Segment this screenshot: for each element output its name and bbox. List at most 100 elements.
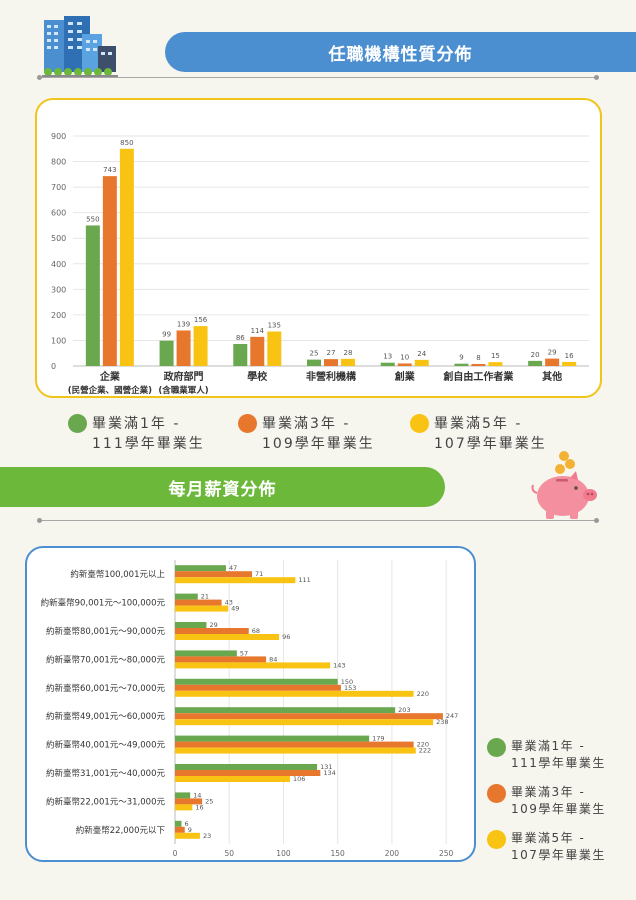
- x-tick-label: 200: [385, 849, 400, 858]
- x-tick-label: 非營利機構: [306, 370, 356, 383]
- data-label: 47: [229, 564, 237, 572]
- data-label: 57: [240, 649, 248, 657]
- legend-label: 畢業滿3年 -: [511, 785, 586, 799]
- legend-label: 畢業滿5年 -: [434, 416, 523, 432]
- legend-dot-5yr: [487, 830, 506, 849]
- legend-label: 畢業滿3年 -: [262, 416, 351, 432]
- data-label: 27: [327, 349, 336, 357]
- legend2-item-3yr: 畢業滿3年 - 109學年畢業生: [487, 784, 606, 818]
- data-label: 16: [195, 803, 203, 811]
- legend-dot-1yr: [487, 738, 506, 757]
- bar: [175, 719, 434, 726]
- x-tick-label: 企業: [99, 370, 121, 383]
- data-label: 131: [320, 763, 332, 771]
- bar: [414, 359, 429, 366]
- section-title-institution: 任職機構性質分佈: [165, 32, 636, 72]
- bar: [175, 764, 318, 770]
- data-label: 220: [417, 690, 429, 698]
- legend-item-1yr: 畢業滿1年 - 111學年畢業生: [68, 414, 205, 454]
- bar: [175, 605, 229, 612]
- data-label: 134: [323, 769, 335, 777]
- data-label: 179: [372, 735, 384, 743]
- y-tick-label: 約新臺幣22,001元～31,000元: [46, 796, 165, 807]
- y-tick-label: 500: [51, 234, 66, 243]
- legend-label: 111學年畢業生: [511, 756, 606, 770]
- data-label: 139: [177, 320, 190, 328]
- bar: [193, 326, 208, 366]
- bar: [341, 358, 355, 366]
- bar: [175, 634, 280, 640]
- y-tick-label: 0: [51, 362, 56, 371]
- data-label: 10: [400, 353, 409, 361]
- buildings-icon: [40, 12, 120, 80]
- salary-bar-chart: 0 50 100 150 200 250 約新臺幣100,001元以上 47 71 111 約新臺幣…: [41, 560, 458, 858]
- legend-label: 畢業滿1年 -: [92, 416, 181, 432]
- bar: [175, 713, 443, 720]
- bar: [176, 330, 191, 366]
- bar: [175, 678, 338, 685]
- data-label: 29: [209, 621, 217, 629]
- bar: [175, 735, 370, 742]
- data-label: 850: [120, 139, 133, 147]
- bar: [175, 593, 198, 600]
- data-label: 84: [269, 655, 277, 663]
- data-label: 20: [531, 351, 540, 359]
- bar: [175, 832, 200, 839]
- data-label: 143: [333, 661, 345, 669]
- data-label: 25: [310, 350, 319, 358]
- bar: [175, 571, 253, 578]
- data-label: 111: [298, 576, 310, 584]
- y-tick-label: 100: [51, 336, 66, 345]
- data-label: 150: [341, 678, 353, 686]
- bar: [175, 770, 321, 776]
- bar: [233, 344, 248, 366]
- legend-dot-3yr: [487, 784, 506, 803]
- data-label: 13: [383, 353, 392, 361]
- data-label: 222: [419, 747, 431, 755]
- y-tick-label: 約新臺幣31,001元～40,000元: [46, 768, 165, 779]
- bar: [175, 622, 207, 628]
- bar: [175, 684, 341, 691]
- data-label: 25: [205, 797, 213, 805]
- data-label: 96: [282, 633, 290, 641]
- legend-label: 111學年畢業生: [92, 436, 205, 452]
- legend2-item-5yr: 畢業滿5年 - 107學年畢業生: [487, 830, 606, 864]
- data-label: 86: [236, 334, 245, 342]
- bar: [175, 577, 296, 584]
- bar: [175, 792, 191, 799]
- y-tick-label: 300: [51, 285, 66, 294]
- salary-chart-panel: 0 50 100 150 200 250 約新臺幣100,001元以上 47 71 111 約新臺幣…: [25, 546, 476, 862]
- y-tick-label: 約新臺幣80,001元～90,000元: [46, 626, 165, 637]
- legend-label: 109學年畢業生: [511, 802, 606, 816]
- bar: [85, 225, 100, 366]
- x-tick-label: 50: [224, 849, 234, 858]
- legend-dot-1yr: [68, 414, 87, 433]
- divider: [37, 518, 599, 523]
- bar: [175, 826, 185, 833]
- data-label: 247: [446, 712, 458, 720]
- bar: [175, 741, 414, 748]
- data-label: 135: [268, 322, 281, 330]
- bar: [175, 565, 226, 572]
- y-tick-label: 約新臺幣40,001元～49,000元: [46, 740, 165, 751]
- data-label: 14: [193, 791, 201, 799]
- bar: [175, 747, 416, 754]
- data-label: 24: [417, 350, 426, 358]
- legend-label: 畢業滿1年 -: [511, 739, 586, 753]
- legend-dot-5yr: [410, 414, 429, 433]
- bar: [175, 804, 193, 811]
- data-label: 220: [417, 741, 429, 749]
- data-label: 9: [459, 354, 463, 362]
- x-tick-label: 0: [173, 849, 178, 858]
- data-label: 153: [344, 684, 356, 692]
- data-label: 743: [103, 166, 116, 174]
- legend-dot-3yr: [238, 414, 257, 433]
- bar: [397, 363, 412, 366]
- data-label: 156: [194, 316, 208, 324]
- data-label: 43: [225, 599, 233, 607]
- bar: [175, 776, 290, 782]
- section-title-salary: 每月薪資分佈: [0, 467, 445, 507]
- legend-item-3yr: 畢業滿3年 - 109學年畢業生: [238, 414, 375, 454]
- x-tick-label: 創自由工作者業: [442, 370, 514, 383]
- y-tick-label: 400: [51, 260, 66, 269]
